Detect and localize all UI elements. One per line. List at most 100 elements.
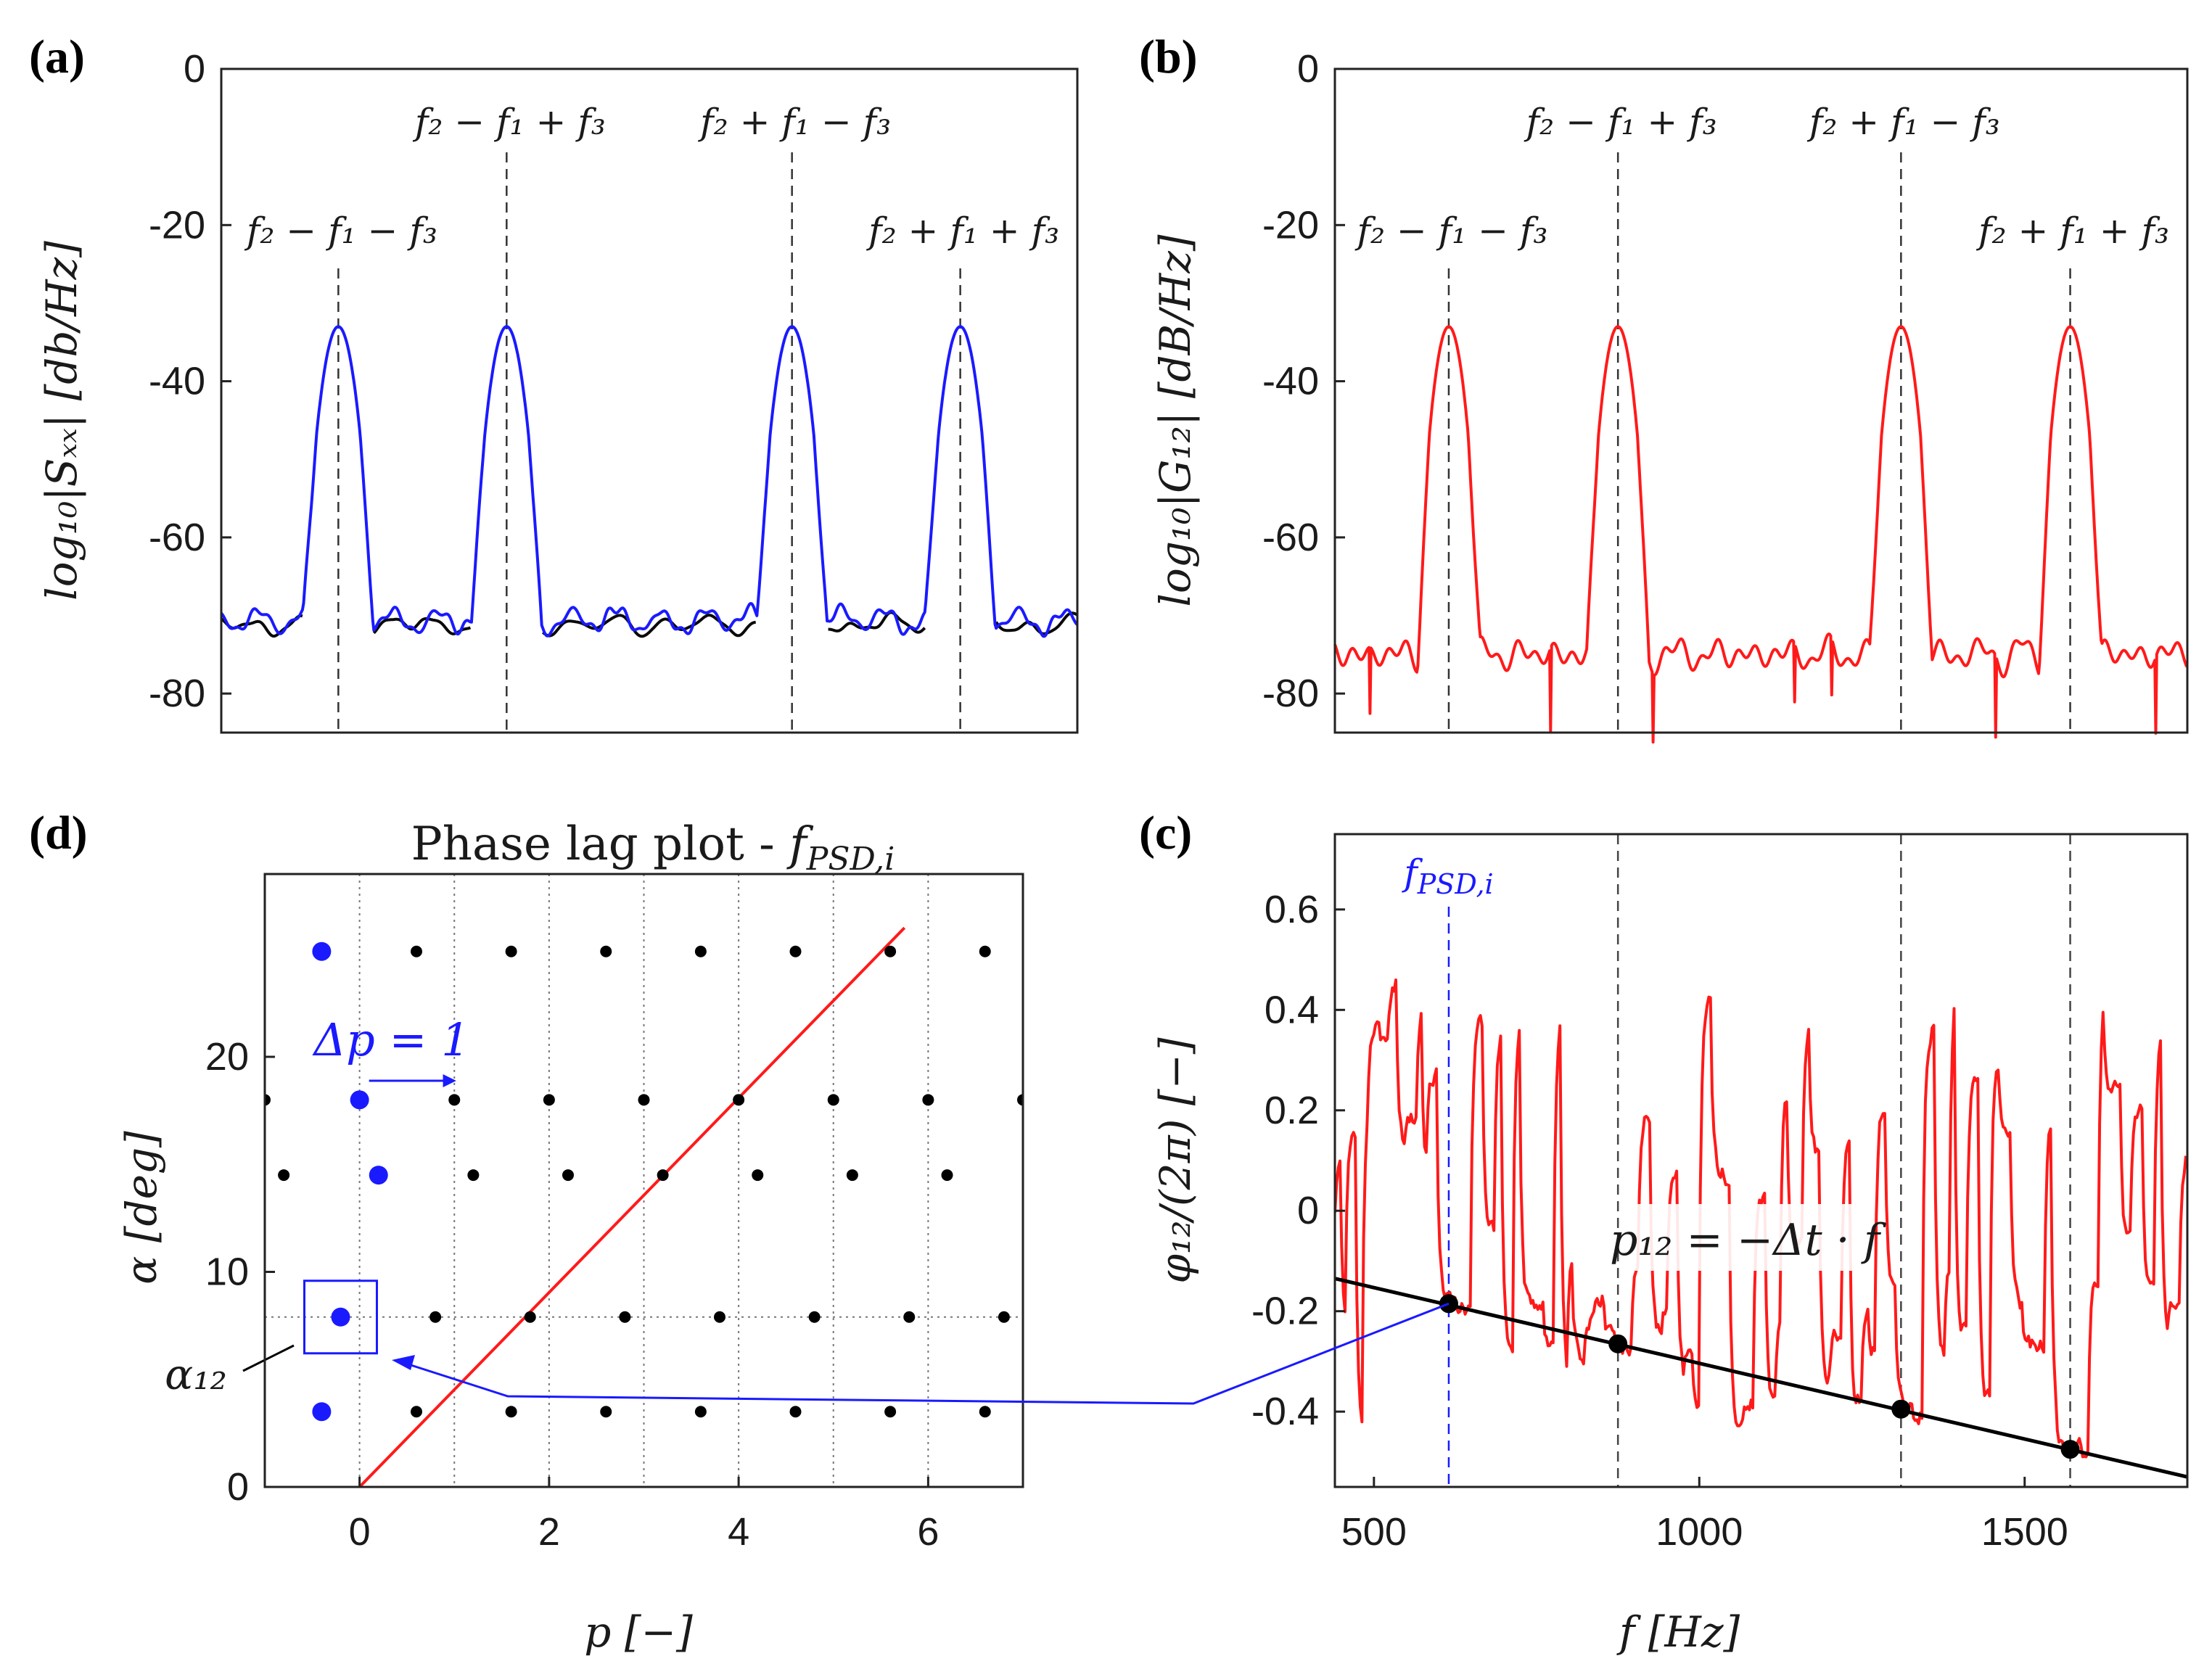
panel-d-point	[619, 1311, 631, 1323]
panel-d-point	[638, 1094, 650, 1106]
panel-d-xlabel: p [−]	[584, 1607, 693, 1657]
panel-a-ytick-label: -80	[149, 672, 205, 715]
panel-a-vline-label: f₂ + f₁ + f₃	[866, 210, 1059, 252]
panel-c-ytick-label: -0.4	[1251, 1390, 1319, 1433]
panel-d-dp-arrow-head	[443, 1074, 456, 1087]
panel-d-point	[789, 1406, 802, 1418]
panel-label-d: (d)	[29, 807, 88, 860]
panel-c-ytick-label: 0.4	[1265, 988, 1319, 1031]
panel-c-point	[1891, 1399, 1911, 1419]
panel-d-point	[714, 1311, 725, 1323]
panel-d-point-blue	[331, 1307, 350, 1327]
panel-d-point	[448, 1094, 461, 1106]
panel-d-point	[733, 1094, 745, 1106]
panel-d-point	[922, 1094, 934, 1106]
panel-d-point	[265, 1094, 271, 1106]
panel-d-point	[752, 1169, 764, 1182]
panel-label-a: (a)	[29, 30, 85, 83]
panel-d-xtick-label: 0	[349, 1510, 371, 1554]
panel-c-xtick-label: 1000	[1656, 1510, 1743, 1554]
panel-c-ytick-label: 0.6	[1265, 888, 1319, 931]
panel-d-alpha12-box	[303, 1279, 378, 1355]
panel-d-fit-line	[358, 926, 906, 1488]
panel-a-ytick-label: -20	[149, 203, 205, 247]
panel-d-point-blue	[312, 941, 332, 961]
connector-arrowhead	[392, 1355, 415, 1370]
panel-d-point	[694, 1406, 707, 1418]
panel-b-vline-label: f₂ + f₁ + f₃	[1975, 210, 2169, 252]
panel-a-series-2	[220, 325, 1079, 638]
panel-c-ytick-label: 0.2	[1265, 1089, 1319, 1132]
panel-b-ytick-label: -40	[1262, 360, 1319, 403]
panel-a-vline-label: f₂ − f₁ + f₃	[412, 101, 606, 143]
panel-d-point	[505, 1406, 517, 1418]
panel-d-point	[846, 1169, 858, 1182]
panel-d-ytick-label: 0	[227, 1465, 249, 1509]
panel-d-point	[941, 1169, 953, 1182]
panel-c-psd-label: fPSD,i	[1401, 852, 1493, 900]
panel-d-point	[694, 945, 707, 957]
panel-b-vline-label: f₂ − f₁ − f₃	[1354, 210, 1547, 252]
panel-d-title: Phase lag plot - fPSD,i	[411, 817, 895, 878]
panel-a-vline-label: f₂ + f₁ − f₃	[697, 101, 891, 143]
panel-d-point	[903, 1311, 916, 1323]
panel-c-xlabel: f [Hz]	[1616, 1607, 1740, 1657]
panel-d-ylabel: α [deg]	[117, 1131, 166, 1285]
panel-d-point	[562, 1169, 574, 1182]
panel-c-point	[1608, 1334, 1628, 1353]
panel-b-vline-label: f₂ + f₁ − f₃	[1806, 101, 2000, 143]
panel-d-xtick-label: 2	[538, 1510, 560, 1554]
panel-d-point	[524, 1311, 536, 1323]
panel-a-ytick-label: -40	[149, 360, 205, 403]
panel-a-frame	[220, 67, 1079, 734]
panel-c-fit-label-box	[1621, 1204, 1868, 1271]
panel-c: fPSD,i p₁₂ = −Δt · f 0.6 0.4 0.2 0 -0.2 -0.4 500…	[1251, 833, 2189, 1554]
connector-arrow	[392, 1302, 1450, 1405]
panel-a-ytick-label: 0	[184, 47, 205, 91]
panel-c-ytick-label: 0	[1297, 1189, 1319, 1232]
panel-c-ylabel: φ₁₂/(2π) [−]	[1151, 1037, 1200, 1284]
panel-b-ytick-label: -80	[1262, 672, 1319, 715]
panel-c-ytick-label: -0.2	[1251, 1290, 1319, 1333]
panel-d-point	[1017, 1094, 1023, 1106]
panel-d-point	[657, 1169, 669, 1182]
panel-d-point	[808, 1311, 821, 1323]
panel-a-ylabel: log₁₀|Sₓₓ| [db/Hz]	[37, 241, 86, 601]
panel-c-fit-label: p₁₂ = −Δt · f	[1610, 1215, 1887, 1266]
panel-d-alpha12-pointer	[242, 1344, 295, 1372]
panel-d-point	[429, 1311, 442, 1323]
panel-d: Δp = 1 α₁₂ 0 10 20 0 2 4 6	[165, 873, 1024, 1554]
panel-d-point-blue	[350, 1090, 369, 1110]
panel-b-series-1	[1333, 325, 2189, 744]
panel-c-point	[2060, 1440, 2080, 1459]
panel-d-point	[979, 1406, 991, 1418]
panel-d-point	[884, 945, 897, 957]
panel-d-point-blue	[312, 1402, 332, 1422]
panel-d-xtick-label: 4	[728, 1510, 749, 1554]
panel-b-ylabel: log₁₀|G₁₂| [dB/Hz]	[1151, 234, 1200, 607]
panel-d-point	[979, 945, 991, 957]
panel-d-point	[827, 1094, 839, 1106]
panel-d-dp-label: Δp = 1	[312, 1013, 469, 1066]
panel-d-point	[411, 945, 422, 957]
panel-d-point	[998, 1311, 1010, 1323]
panel-c-phase-curve	[1335, 978, 2187, 1459]
panel-d-point	[411, 1406, 422, 1418]
panel-d-point	[789, 945, 802, 957]
panel-b-frame	[1333, 67, 2189, 734]
panel-a-series-1	[220, 611, 1078, 638]
panel-d-point	[884, 1406, 897, 1418]
panel-c-xtick-label: 1500	[1981, 1510, 2068, 1554]
panel-d-frame	[263, 873, 1024, 1488]
panel-d-xtick-label: 6	[917, 1510, 939, 1554]
panel-d-point	[467, 1169, 480, 1182]
panel-c-fit-line	[1334, 1277, 2188, 1479]
panel-c-xtick-label: 500	[1341, 1510, 1407, 1554]
panel-d-point	[543, 1094, 555, 1106]
panel-d-ytick-label: 10	[205, 1250, 249, 1294]
panel-b-ytick-label: -20	[1262, 203, 1319, 247]
panel-b-ytick-label: 0	[1297, 47, 1319, 91]
panel-d-point	[600, 945, 612, 957]
panel-b: f₂ − f₁ − f₃ f₂ − f₁ + f₃ f₂ + f₁ − f₃ f₂ +…	[1262, 47, 2189, 744]
